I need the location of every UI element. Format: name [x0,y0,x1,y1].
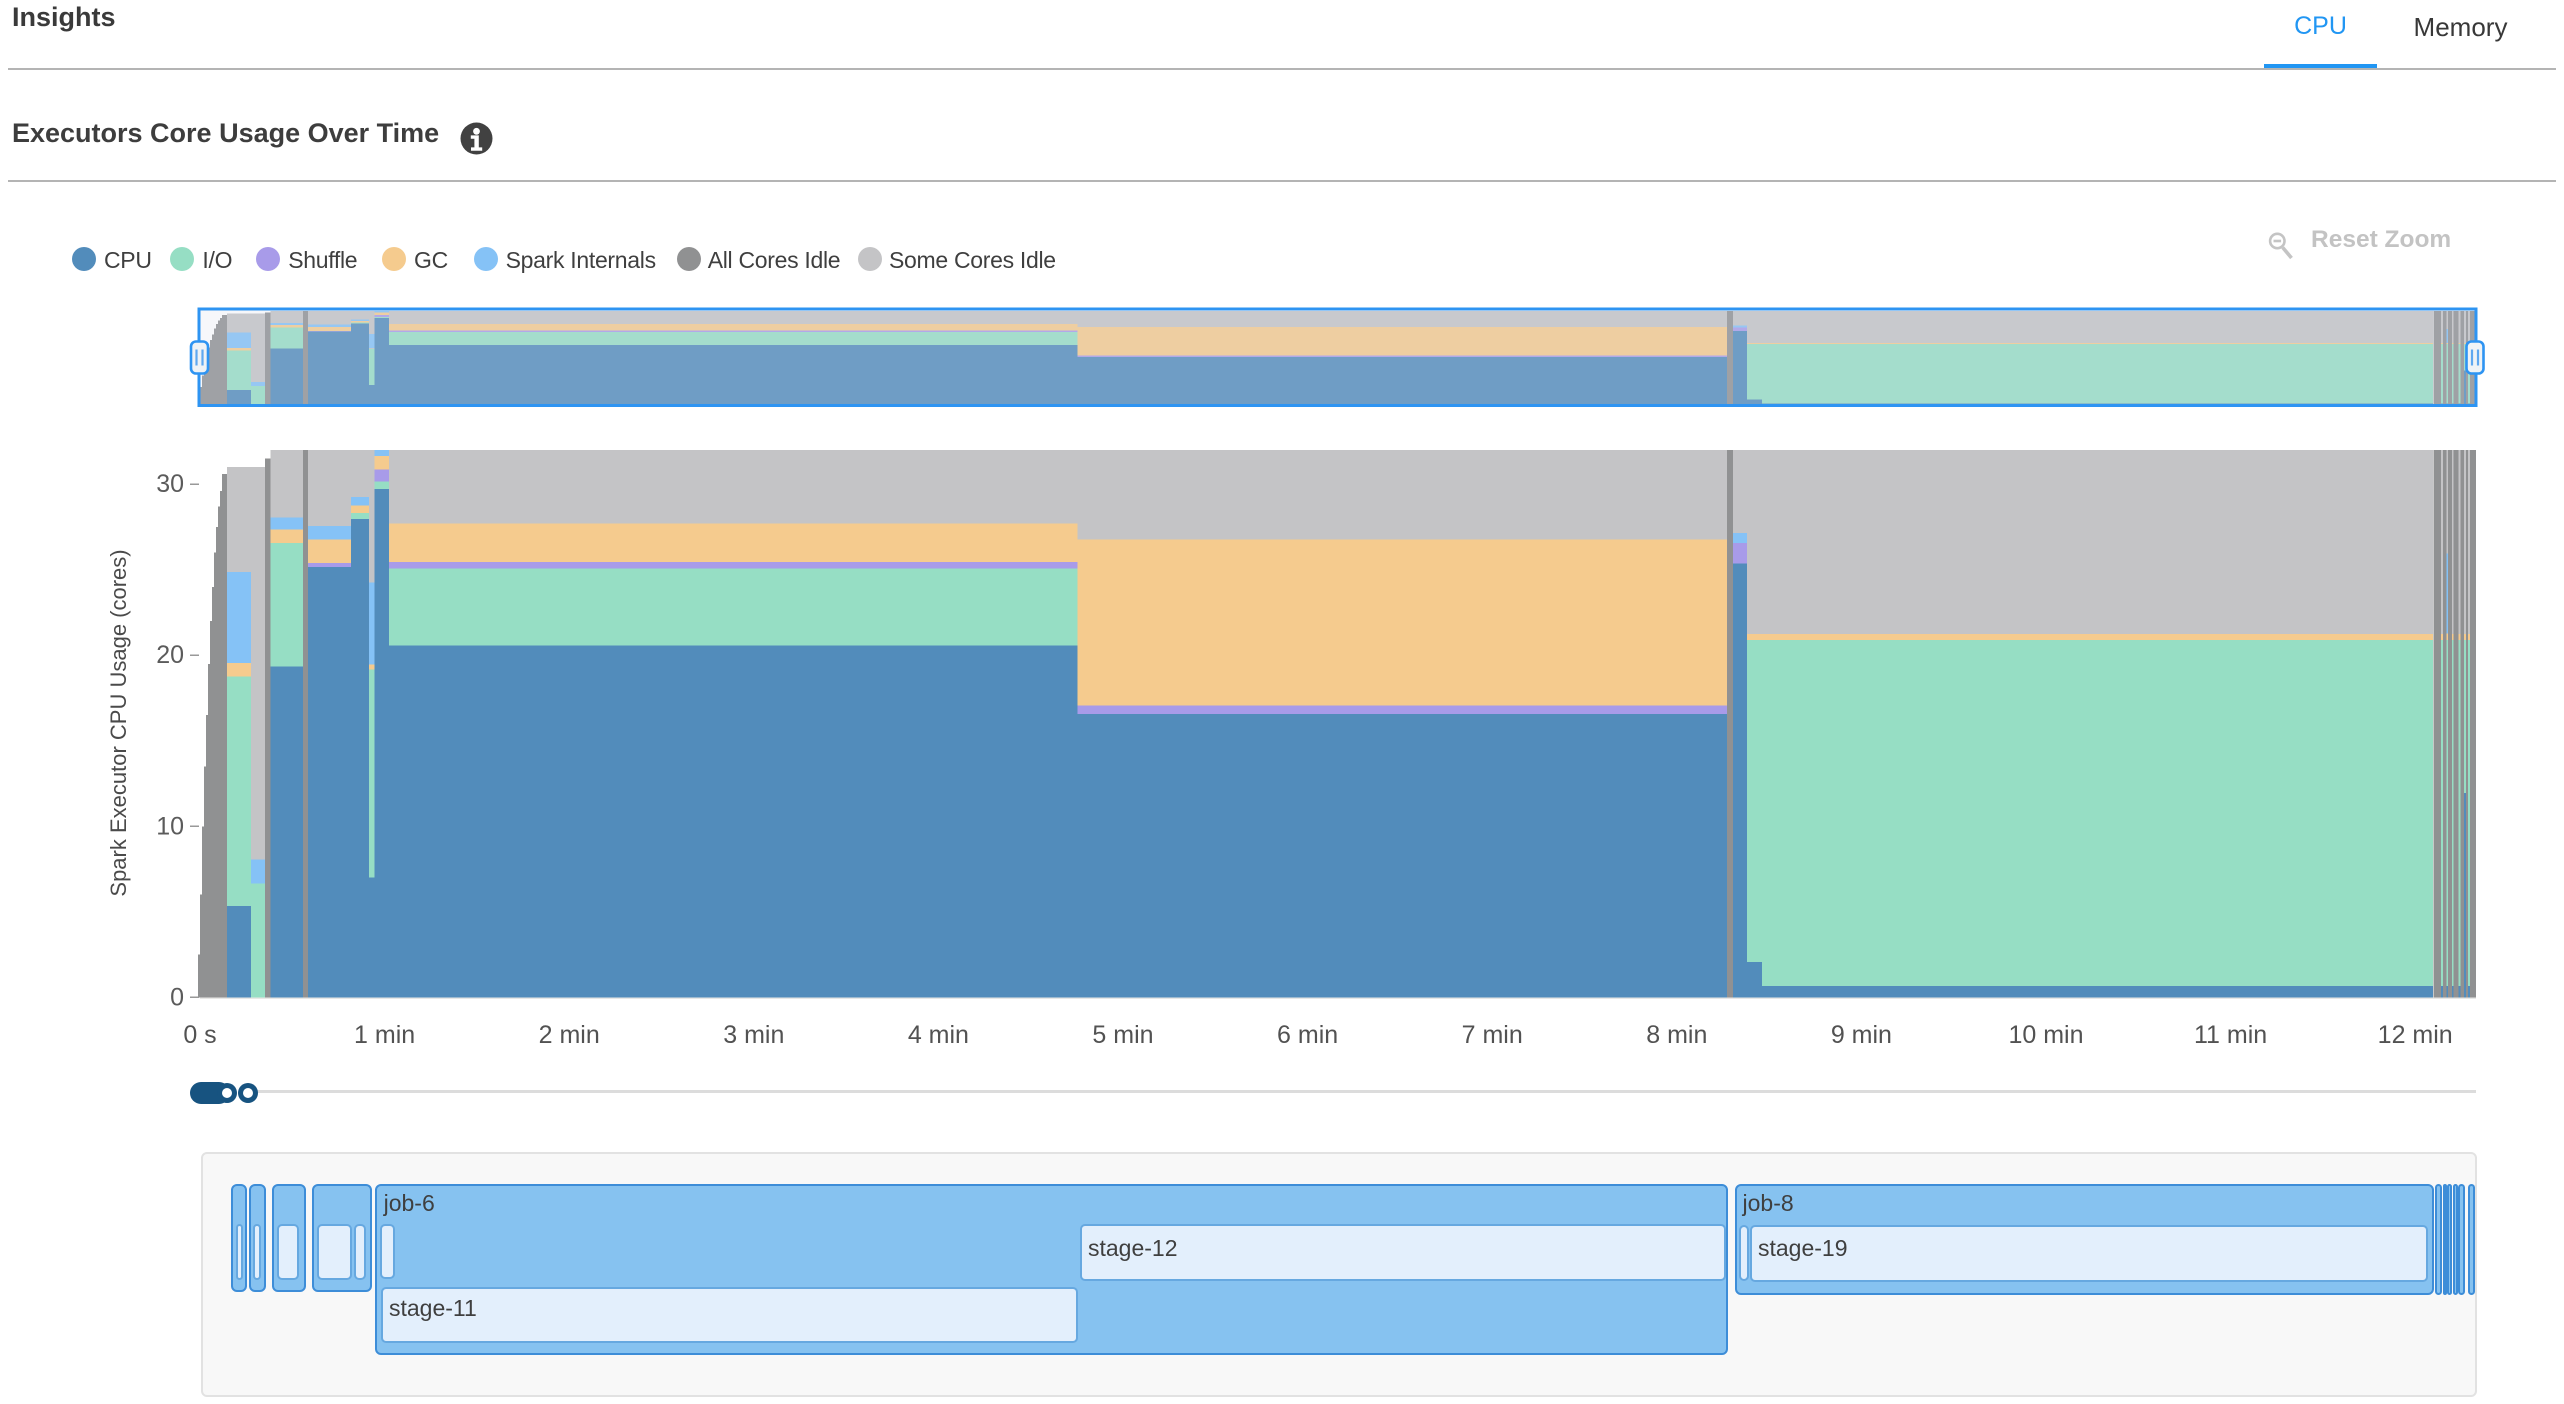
svg-text:1 min: 1 min [354,1021,415,1049]
svg-text:Spark Executor CPU Usage (core: Spark Executor CPU Usage (cores) [106,549,131,896]
svg-text:3 min: 3 min [723,1021,784,1049]
svg-text:0: 0 [170,983,184,1011]
svg-text:11 min: 11 min [2194,1021,2267,1049]
svg-text:6 min: 6 min [1277,1021,1338,1049]
svg-text:2 min: 2 min [539,1021,600,1049]
svg-text:0 s: 0 s [183,1021,216,1049]
svg-text:8 min: 8 min [1646,1021,1707,1049]
svg-text:7 min: 7 min [1462,1021,1523,1049]
svg-text:10: 10 [156,812,184,840]
svg-text:10 min: 10 min [2008,1021,2083,1049]
svg-text:5 min: 5 min [1092,1021,1153,1049]
svg-text:30: 30 [156,470,184,498]
svg-text:4 min: 4 min [908,1021,969,1049]
svg-text:20: 20 [156,641,184,669]
svg-text:9 min: 9 min [1831,1021,1892,1049]
svg-text:12 min: 12 min [2378,1021,2453,1049]
